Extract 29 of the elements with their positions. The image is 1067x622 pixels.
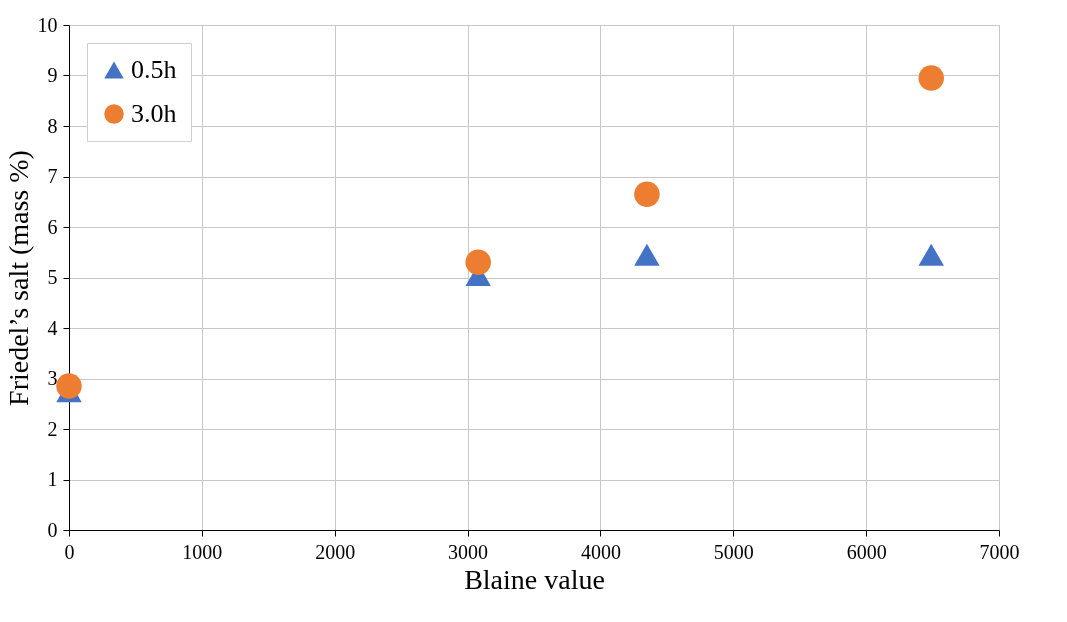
x-tick-label: 5000 bbox=[713, 540, 754, 563]
y-tick-label: 6 bbox=[47, 215, 58, 238]
point bbox=[56, 373, 82, 399]
y-tick-label: 0 bbox=[47, 518, 58, 541]
legend-label: 0.5h bbox=[131, 55, 177, 84]
point bbox=[918, 243, 944, 266]
y-tick-label: 10 bbox=[37, 13, 58, 36]
x-tick-label: 3000 bbox=[448, 540, 489, 563]
x-tick-label: 6000 bbox=[846, 540, 887, 563]
x-tick-label: 2000 bbox=[315, 540, 356, 563]
x-tick-label: 7000 bbox=[979, 540, 1020, 563]
point bbox=[465, 249, 491, 276]
point bbox=[634, 181, 660, 207]
y-tick-label: 7 bbox=[47, 165, 58, 187]
x-tick-label: 0 bbox=[64, 540, 75, 563]
x-axis-title: Blaine value bbox=[464, 563, 605, 595]
y-tick-label: 2 bbox=[47, 417, 58, 440]
y-axis-title: Friedel’s salt (mass %) bbox=[2, 150, 34, 406]
y-tick-label: 1 bbox=[47, 468, 58, 490]
point bbox=[634, 243, 660, 266]
y-tick-label: 9 bbox=[47, 64, 58, 86]
y-tick-label: 3 bbox=[47, 367, 58, 389]
y-tick-label: 5 bbox=[47, 266, 58, 288]
y-tick-label: 4 bbox=[47, 316, 58, 339]
y-tick-label: 8 bbox=[47, 114, 58, 137]
x-tick-label: 4000 bbox=[580, 540, 621, 563]
point bbox=[918, 65, 944, 91]
x-tick-label: 1000 bbox=[182, 540, 223, 563]
legend-label: 3.0h bbox=[131, 99, 177, 128]
